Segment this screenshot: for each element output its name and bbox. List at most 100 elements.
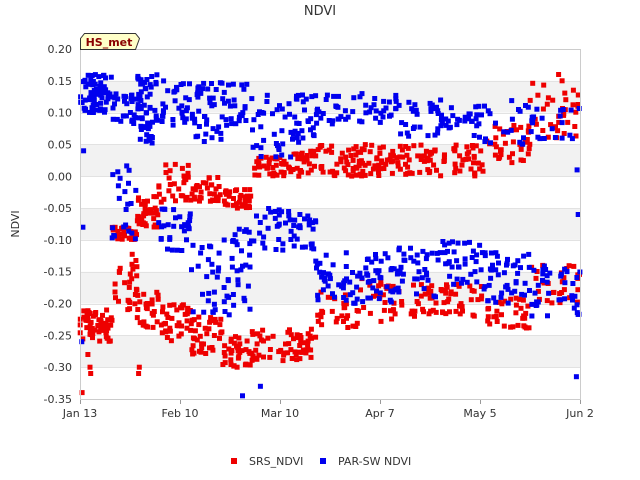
data-point-par-sw-ndvi bbox=[221, 89, 227, 95]
data-point-srs-ndvi bbox=[298, 339, 304, 345]
data-point-srs-ndvi bbox=[122, 280, 128, 286]
data-point-srs-ndvi bbox=[418, 293, 424, 299]
data-point-par-sw-ndvi bbox=[350, 109, 356, 115]
data-point-srs-ndvi bbox=[151, 216, 157, 222]
data-point-par-sw-ndvi bbox=[89, 105, 95, 111]
data-point-par-sw-ndvi bbox=[273, 247, 279, 252]
data-point-srs-ndvi bbox=[234, 364, 240, 370]
data-point-par-sw-ndvi bbox=[238, 267, 244, 273]
data-point-srs-ndvi bbox=[204, 185, 210, 191]
data-point-srs-ndvi bbox=[525, 303, 531, 309]
data-point-par-sw-ndvi bbox=[572, 293, 578, 299]
data-point-srs-ndvi bbox=[411, 282, 416, 288]
data-point-srs-ndvi bbox=[544, 101, 550, 107]
data-point-srs-ndvi bbox=[565, 119, 571, 125]
data-point-par-sw-ndvi bbox=[196, 124, 202, 129]
data-point-par-sw-ndvi bbox=[258, 145, 264, 151]
data-point-srs-ndvi bbox=[360, 160, 366, 166]
data-point-srs-ndvi bbox=[90, 335, 95, 341]
data-point-srs-ndvi bbox=[313, 334, 319, 340]
data-point-par-sw-ndvi bbox=[287, 217, 293, 223]
data-point-srs-ndvi bbox=[561, 131, 567, 136]
data-point-par-sw-ndvi bbox=[357, 118, 363, 124]
data-point-par-sw-ndvi bbox=[315, 297, 321, 303]
data-point-srs-ndvi bbox=[502, 140, 508, 146]
data-point-srs-ndvi bbox=[228, 338, 234, 344]
data-point-par-sw-ndvi bbox=[490, 262, 495, 268]
data-point-par-sw-ndvi bbox=[218, 130, 224, 136]
data-point-srs-ndvi bbox=[206, 175, 212, 181]
data-point-srs-ndvi bbox=[136, 364, 142, 370]
data-point-par-sw-ndvi bbox=[568, 107, 574, 113]
data-point-srs-ndvi bbox=[158, 322, 164, 328]
data-point-srs-ndvi bbox=[407, 170, 413, 176]
data-point-srs-ndvi bbox=[493, 144, 499, 150]
data-point-par-sw-ndvi bbox=[309, 245, 315, 251]
data-point-srs-ndvi bbox=[189, 347, 195, 353]
data-point-srs-ndvi bbox=[342, 305, 348, 310]
data-point-par-sw-ndvi bbox=[125, 201, 131, 207]
data-point-par-sw-ndvi bbox=[206, 290, 212, 296]
data-point-par-sw-ndvi bbox=[327, 276, 333, 282]
data-point-par-sw-ndvi bbox=[464, 279, 470, 285]
data-point-par-sw-ndvi bbox=[85, 81, 91, 87]
data-point-par-sw-ndvi bbox=[173, 215, 178, 221]
data-point-par-sw-ndvi bbox=[396, 289, 402, 295]
data-point-srs-ndvi bbox=[136, 195, 141, 201]
data-point-par-sw-ndvi bbox=[414, 111, 420, 117]
data-point-par-sw-ndvi bbox=[474, 279, 480, 285]
data-point-par-sw-ndvi bbox=[223, 117, 229, 123]
data-point-srs-ndvi bbox=[545, 134, 551, 140]
data-point-par-sw-ndvi bbox=[240, 110, 246, 116]
data-point-par-sw-ndvi bbox=[523, 103, 528, 108]
data-point-srs-ndvi bbox=[341, 300, 347, 306]
data-point-par-sw-ndvi bbox=[131, 112, 137, 118]
data-point-par-sw-ndvi bbox=[309, 220, 315, 226]
data-point-srs-ndvi bbox=[194, 337, 200, 343]
data-point-srs-ndvi bbox=[253, 355, 259, 361]
data-point-par-sw-ndvi bbox=[233, 121, 239, 127]
data-point-srs-ndvi bbox=[359, 146, 365, 152]
data-point-par-sw-ndvi bbox=[404, 130, 410, 136]
data-point-srs-ndvi bbox=[214, 194, 219, 200]
data-point-par-sw-ndvi bbox=[466, 116, 472, 122]
data-point-par-sw-ndvi bbox=[412, 276, 418, 282]
data-point-srs-ndvi bbox=[184, 318, 190, 324]
data-point-par-sw-ndvi bbox=[165, 246, 170, 252]
data-point-srs-ndvi bbox=[164, 335, 170, 340]
data-point-par-sw-ndvi bbox=[532, 290, 538, 296]
data-point-par-sw-ndvi bbox=[306, 219, 312, 224]
data-point-par-sw-ndvi bbox=[219, 80, 225, 86]
data-point-srs-ndvi bbox=[88, 332, 94, 338]
data-point-srs-ndvi bbox=[502, 298, 508, 304]
data-point-par-sw-ndvi bbox=[478, 267, 484, 273]
data-point-par-sw-ndvi bbox=[154, 117, 160, 123]
data-point-par-sw-ndvi bbox=[567, 132, 573, 138]
data-point-srs-ndvi bbox=[235, 355, 241, 361]
data-point-par-sw-ndvi bbox=[371, 278, 377, 284]
data-point-par-sw-ndvi bbox=[350, 270, 355, 275]
data-point-srs-ndvi bbox=[150, 324, 156, 330]
data-point-srs-ndvi bbox=[105, 317, 111, 323]
data-point-srs-ndvi bbox=[469, 143, 475, 148]
data-point-par-sw-ndvi bbox=[98, 100, 104, 106]
data-point-srs-ndvi bbox=[380, 144, 386, 150]
data-point-par-sw-ndvi bbox=[454, 258, 460, 264]
data-point-srs-ndvi bbox=[540, 128, 546, 133]
data-point-srs-ndvi bbox=[378, 318, 384, 324]
data-point-par-sw-ndvi bbox=[97, 84, 103, 89]
data-point-srs-ndvi bbox=[518, 305, 524, 311]
data-point-srs-ndvi bbox=[453, 291, 459, 297]
data-point-par-sw-ndvi bbox=[415, 260, 421, 266]
data-point-srs-ndvi bbox=[116, 235, 122, 241]
data-point-srs-ndvi bbox=[139, 217, 145, 223]
data-point-par-sw-ndvi bbox=[517, 108, 523, 114]
data-point-srs-ndvi bbox=[85, 313, 91, 319]
data-point-par-sw-ndvi bbox=[398, 131, 404, 137]
data-point-srs-ndvi bbox=[457, 311, 463, 317]
data-point-par-sw-ndvi bbox=[351, 95, 357, 101]
legend-label-par-sw-ndvi: PAR-SW NDVI bbox=[338, 455, 411, 468]
data-point-par-sw-ndvi bbox=[210, 269, 216, 275]
data-point-srs-ndvi bbox=[390, 307, 396, 313]
data-point-par-sw-ndvi bbox=[406, 99, 412, 105]
